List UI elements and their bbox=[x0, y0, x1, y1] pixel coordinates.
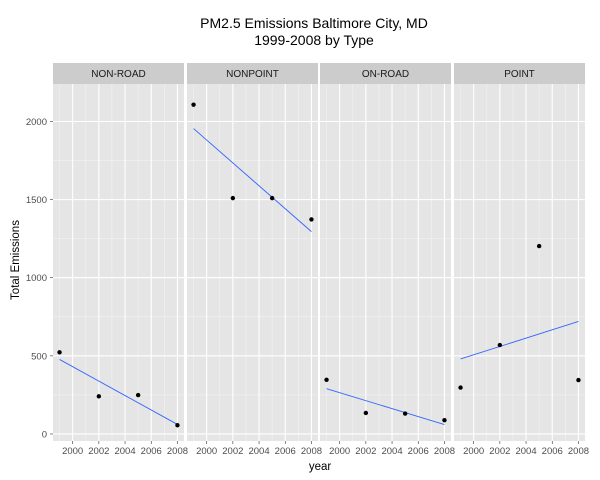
trend-line bbox=[193, 128, 312, 232]
x-tick-label: 2002 bbox=[355, 446, 376, 457]
plot-area: NON-ROAD 2000 2002 2004 2006 2008 NONPOINT 2000… bbox=[53, 63, 589, 457]
facet-strip-label: ON-ROAD bbox=[362, 69, 409, 80]
data-point bbox=[442, 417, 447, 423]
facet-panel: ON-ROAD 2000 2002 2004 2006 2008 bbox=[320, 63, 455, 457]
panel-background bbox=[53, 84, 184, 441]
data-point bbox=[269, 195, 275, 201]
facet-strip-label: NON-ROAD bbox=[91, 69, 145, 80]
facet-panel: NONPOINT 2000 2002 2004 2006 2008 bbox=[187, 63, 322, 457]
x-tick-label: 2004 bbox=[381, 446, 402, 457]
y-axis: 0 500 1000 1500 2000 bbox=[26, 117, 53, 440]
data-point bbox=[57, 350, 62, 355]
data-point bbox=[536, 243, 542, 249]
facet-strip bbox=[187, 63, 318, 84]
chart-title-line-1: PM2.5 Emissions Baltimore City, MD bbox=[200, 15, 428, 31]
data-point bbox=[175, 423, 180, 428]
x-tick-label: 2000 bbox=[196, 446, 217, 457]
x-tick-label: 2008 bbox=[568, 446, 589, 457]
data-point bbox=[363, 410, 369, 416]
x-tick-label: 2006 bbox=[275, 446, 296, 457]
x-tick-label: 2006 bbox=[141, 446, 162, 457]
data-point bbox=[576, 377, 581, 383]
x-tick-label: 2000 bbox=[463, 446, 484, 457]
y-tick-label: 2000 bbox=[26, 117, 47, 128]
x-tick-label: 2004 bbox=[248, 446, 269, 457]
data-point bbox=[497, 342, 503, 348]
data-point bbox=[324, 377, 329, 382]
y-tick-label: 0 bbox=[42, 429, 47, 440]
panel-background bbox=[320, 84, 451, 441]
x-tick-label: 2002 bbox=[88, 446, 109, 457]
x-tick-label: 2000 bbox=[62, 446, 83, 457]
data-point bbox=[309, 217, 314, 222]
data-point bbox=[191, 102, 196, 107]
x-tick-label: 2006 bbox=[542, 446, 563, 457]
facet-strip bbox=[53, 63, 184, 84]
x-tick-label: 2008 bbox=[301, 446, 322, 457]
y-tick-label: 1000 bbox=[26, 273, 47, 284]
chart-title-line-2: 1999-2008 by Type bbox=[254, 32, 374, 48]
trend-line bbox=[59, 359, 178, 425]
facet-strip bbox=[454, 63, 585, 84]
x-tick-label: 2002 bbox=[489, 446, 510, 457]
x-tick-label: 2000 bbox=[329, 446, 350, 457]
facet-strip bbox=[320, 63, 451, 84]
panel-background bbox=[187, 84, 318, 441]
data-point bbox=[402, 411, 408, 416]
x-axis-title: year bbox=[309, 461, 332, 473]
trend-line bbox=[326, 388, 445, 426]
trend-line bbox=[460, 321, 579, 360]
x-tick-label: 2004 bbox=[114, 446, 135, 457]
x-tick-label: 2008 bbox=[434, 446, 455, 457]
data-point bbox=[135, 392, 141, 398]
panel-background bbox=[454, 84, 585, 441]
y-tick-label: 500 bbox=[31, 351, 47, 362]
y-axis-title: Total Emissions bbox=[10, 220, 22, 300]
data-point bbox=[458, 385, 463, 390]
facet-panel: NON-ROAD 2000 2002 2004 2006 2008 bbox=[53, 63, 188, 457]
x-tick-label: 2006 bbox=[408, 446, 429, 457]
data-point bbox=[230, 195, 236, 201]
facet-strip-label: NONPOINT bbox=[226, 69, 279, 80]
y-tick-label: 1500 bbox=[26, 195, 47, 206]
x-tick-label: 2008 bbox=[167, 446, 188, 457]
data-point bbox=[96, 394, 102, 399]
x-tick-label: 2004 bbox=[515, 446, 536, 457]
facet-strip-label: POINT bbox=[504, 69, 535, 80]
x-tick-label: 2002 bbox=[222, 446, 243, 457]
facet-panel: POINT 2000 2002 2004 2006 2008 bbox=[454, 63, 589, 457]
